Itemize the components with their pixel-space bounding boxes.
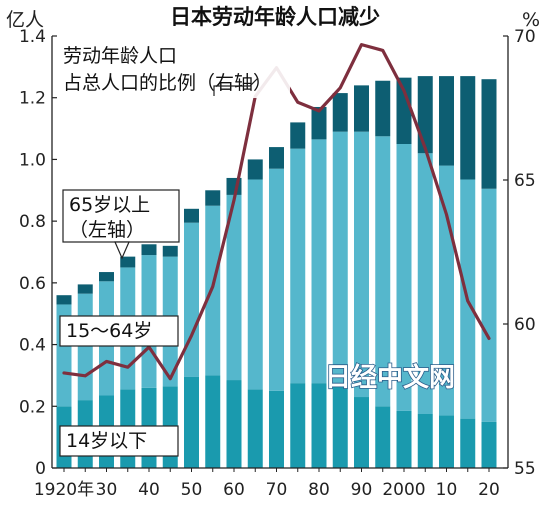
x-axis-tick-label: 30 bbox=[96, 480, 118, 500]
annotation-over65-box bbox=[62, 189, 180, 243]
bar-segment-working-age-1995 bbox=[375, 136, 391, 407]
annotation-15to64: 15～64岁 bbox=[59, 315, 179, 347]
annotation-under15-box bbox=[59, 425, 179, 457]
bar-segment-over65-1975 bbox=[290, 122, 306, 149]
bar-segment-working-age-1980 bbox=[311, 139, 327, 384]
right-axis-tick-label: 55 bbox=[514, 459, 536, 479]
annotation-over65-text: 65岁以上 bbox=[69, 194, 150, 216]
annotation-ratio-line-bg bbox=[60, 40, 290, 98]
bar-segment-over65-1930 bbox=[99, 272, 114, 282]
x-axis-tick-label: 70 bbox=[266, 480, 288, 500]
x-axis-tick-label: 1920年 bbox=[34, 480, 94, 500]
chart-title: 日本劳动年龄人口减少 bbox=[170, 5, 380, 29]
bar-segment-under15-2015 bbox=[460, 418, 476, 468]
x-axis-tick-label: 50 bbox=[181, 480, 203, 500]
bar-segment-working-age-2020 bbox=[481, 188, 497, 422]
bar-segment-over65-1995 bbox=[375, 80, 391, 137]
bar-segment-working-age-1965 bbox=[247, 179, 263, 390]
bar-segment-under15-1995 bbox=[375, 406, 391, 468]
watermark-text: 日经中文网 bbox=[325, 362, 455, 393]
x-axis-tick-label: 90 bbox=[351, 480, 373, 500]
bar-segment-under15-1975 bbox=[290, 383, 306, 468]
annotation-over65: 65岁以上 （左轴） bbox=[62, 189, 180, 260]
bar-segment-over65-1925 bbox=[77, 284, 93, 294]
bar-segment-over65-2015 bbox=[460, 76, 476, 180]
bar-segment-working-age-1985 bbox=[332, 131, 348, 387]
bar-segment-over65-2020 bbox=[481, 79, 497, 189]
axes-layer: 0 0.2 0.4 0.6 0.8 1.0 1.2 1.4 55 60 65 70 1920年 30 40 5… bbox=[19, 27, 536, 500]
annotation-15to64-text: 15～64岁 bbox=[66, 320, 152, 342]
bar-segment-under15-1985 bbox=[332, 386, 348, 468]
annotation-over65-pointer bbox=[114, 241, 130, 260]
bar-segment-working-age-1975 bbox=[290, 148, 306, 384]
x-axis-tick-label: 60 bbox=[223, 480, 245, 500]
bar-segment-over65-2005 bbox=[417, 76, 433, 154]
bar-segment-over65-1935 bbox=[120, 256, 136, 268]
left-axis-tick-label: 0 bbox=[35, 459, 46, 479]
bar-segment-over65-1940 bbox=[141, 244, 157, 256]
left-axis-tick-label: 1.0 bbox=[19, 150, 46, 170]
bar-segment-working-age-1950 bbox=[184, 222, 199, 377]
bar-segment-working-age-1925 bbox=[77, 293, 93, 401]
bar-segment-under15-1970 bbox=[269, 390, 284, 468]
annotation-over65-text: （左轴） bbox=[69, 219, 145, 241]
bar-segment-over65-1965 bbox=[247, 159, 263, 180]
bar-segment-under15-1990 bbox=[354, 397, 369, 468]
bar-segment-working-age-1990 bbox=[354, 131, 369, 398]
bar-segment-over65-1970 bbox=[269, 147, 284, 169]
bar-segment-over65-1950 bbox=[184, 208, 199, 223]
bar-segment-over65-2000 bbox=[396, 77, 412, 144]
left-axis-tick-label: 1.4 bbox=[19, 27, 46, 47]
bar-segment-under15-1965 bbox=[247, 389, 263, 468]
x-axis-tick-label: 2000 bbox=[382, 480, 425, 500]
x-axis-tick-label: 20 bbox=[478, 480, 500, 500]
x-axis-tick-label: 80 bbox=[308, 480, 330, 500]
left-axis-unit: 亿人 bbox=[6, 9, 44, 31]
bar-segment-over65-1990 bbox=[354, 85, 369, 132]
left-axis-tick-label: 0.4 bbox=[19, 336, 46, 356]
bar-segment-working-age-2005 bbox=[417, 153, 433, 414]
bar-segment-working-age-1970 bbox=[269, 168, 284, 391]
bar-segment-over65-1955 bbox=[205, 190, 221, 206]
right-axis-unit: % bbox=[522, 9, 540, 31]
left-axis-tick-label: 0.6 bbox=[19, 274, 46, 294]
bar-segment-working-age-2000 bbox=[396, 144, 412, 411]
bar-segment-under15-1950 bbox=[184, 376, 199, 468]
left-axis-tick-label: 1.2 bbox=[19, 89, 46, 109]
bar-segment-over65-1920 bbox=[56, 295, 72, 305]
left-axis-tick-label: 0.2 bbox=[19, 397, 46, 417]
bar-segment-under15-2020 bbox=[481, 421, 497, 468]
bar-segment-under15-2000 bbox=[396, 410, 412, 468]
bar-segment-under15-2005 bbox=[417, 414, 433, 468]
annotation-under15: 14岁以下 bbox=[59, 425, 179, 457]
bar-segment-under15-1980 bbox=[311, 383, 327, 468]
right-axis-tick-label: 70 bbox=[514, 27, 536, 47]
bar-segment-over65-1980 bbox=[311, 106, 327, 140]
right-axis-tick-label: 60 bbox=[514, 315, 536, 335]
bar-segment-under15-2010 bbox=[439, 415, 454, 468]
annotation-15to64-box bbox=[59, 315, 179, 347]
bar-segment-under15-1960 bbox=[226, 380, 242, 468]
annotation-under15-text: 14岁以下 bbox=[66, 430, 147, 452]
bar-segment-over65-1985 bbox=[332, 93, 348, 132]
x-axis-tick-label: 40 bbox=[138, 480, 160, 500]
annotation-ratio-line-text: 占总人口的比例（右轴） bbox=[63, 72, 272, 94]
bar-segment-working-age-1960 bbox=[226, 194, 242, 381]
left-axis-tick-label: 0.8 bbox=[19, 212, 46, 232]
right-axis-tick-label: 65 bbox=[514, 171, 536, 191]
annotation-ratio-leader bbox=[213, 77, 259, 96]
bar-segment-under15-1955 bbox=[205, 375, 221, 468]
annotation-ratio-line-text: 劳动年龄人口 bbox=[63, 45, 177, 67]
x-axis-tick-label: 10 bbox=[436, 480, 458, 500]
bar-segment-over65-2010 bbox=[439, 76, 454, 166]
bar-segment-over65-1945 bbox=[162, 245, 178, 257]
watermark-layer: 日经中文网 bbox=[324, 361, 456, 394]
